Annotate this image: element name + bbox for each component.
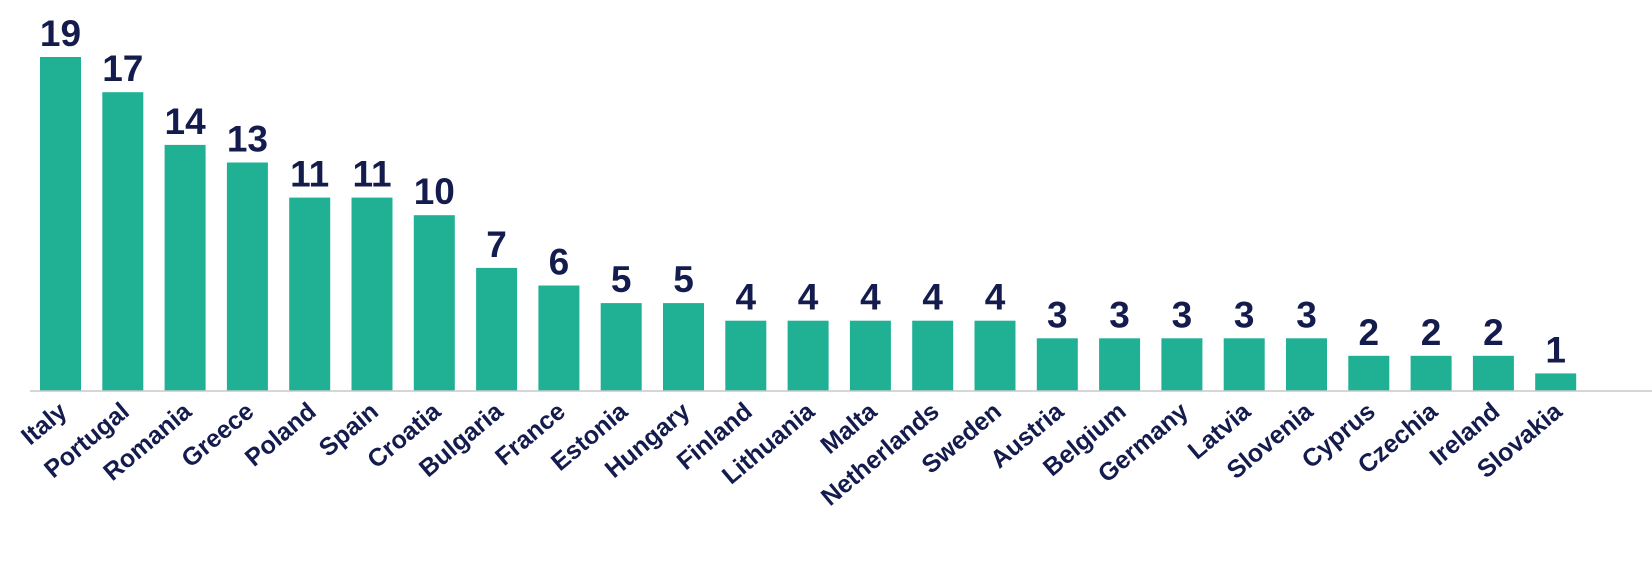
value-label-lithuania: 4 [798, 277, 819, 318]
value-label-romania: 14 [165, 101, 207, 142]
value-label-bulgaria: 7 [486, 224, 507, 265]
value-label-netherlands: 4 [922, 277, 943, 318]
value-label-france: 6 [549, 242, 570, 283]
bar-latvia [1223, 338, 1265, 391]
bar-greece [226, 162, 268, 391]
value-label-estonia: 5 [611, 259, 632, 300]
value-label-belgium: 3 [1109, 294, 1130, 335]
bar-france [538, 285, 580, 391]
bar-portugal [102, 92, 144, 391]
bar-netherlands [912, 320, 954, 391]
bar-finland [725, 320, 767, 391]
bar-estonia [600, 303, 642, 391]
bar-cyprus [1348, 355, 1390, 391]
bar-hungary [663, 303, 704, 391]
bar-lithuania [787, 320, 829, 391]
bar-spain [351, 197, 393, 391]
value-label-ireland: 2 [1483, 312, 1504, 353]
bars-group [40, 57, 1577, 391]
value-label-cyprus: 2 [1359, 312, 1380, 353]
value-label-portugal: 17 [102, 48, 143, 89]
value-label-slovakia: 1 [1545, 329, 1566, 370]
value-label-czechia: 2 [1421, 312, 1442, 353]
bar-czechia [1410, 355, 1452, 391]
value-label-spain: 11 [352, 154, 391, 195]
value-label-germany: 3 [1172, 294, 1193, 335]
bar-slovenia [1286, 338, 1327, 391]
bar-poland [289, 197, 331, 391]
value-label-hungary: 5 [673, 259, 694, 300]
bar-austria [1036, 338, 1078, 391]
value-label-malta: 4 [860, 277, 881, 318]
bar-italy [40, 57, 81, 391]
category-labels-group: ItalyPortugalRomaniaGreecePolandSpainCro… [16, 396, 1568, 511]
bar-sweden [974, 320, 1016, 391]
bar-romania [164, 144, 206, 391]
category-label-poland: Poland [240, 397, 322, 472]
value-label-slovenia: 3 [1296, 294, 1317, 335]
value-label-poland: 11 [290, 154, 329, 195]
value-label-greece: 13 [227, 119, 268, 160]
bar-ireland [1472, 355, 1514, 391]
value-label-sweden: 4 [985, 277, 1006, 318]
value-label-finland: 4 [736, 277, 757, 318]
category-label-greece: Greece [176, 397, 259, 473]
bar-bulgaria [476, 267, 518, 391]
value-label-austria: 3 [1047, 294, 1068, 335]
bar-slovakia [1535, 373, 1577, 391]
value-label-latvia: 3 [1234, 294, 1255, 335]
bar-malta [849, 320, 891, 391]
bar-croatia [413, 215, 455, 391]
bar-belgium [1099, 338, 1141, 391]
value-label-italy: 19 [40, 13, 81, 54]
bar-germany [1161, 338, 1203, 391]
value-label-croatia: 10 [414, 171, 455, 212]
